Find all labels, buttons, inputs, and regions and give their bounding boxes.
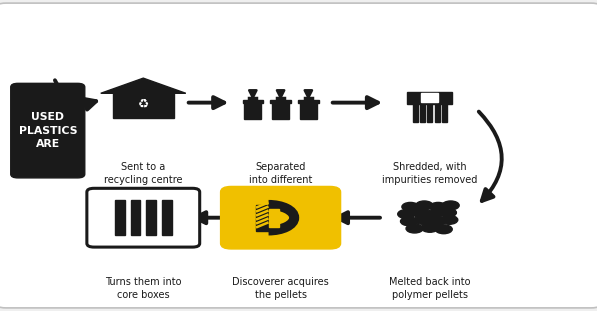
FancyBboxPatch shape: [270, 100, 291, 103]
Text: USED
PLASTICS
ARE: USED PLASTICS ARE: [19, 112, 77, 149]
FancyBboxPatch shape: [421, 93, 438, 102]
Circle shape: [401, 217, 417, 226]
Text: Turns them into
core boxes: Turns them into core boxes: [105, 277, 181, 299]
FancyBboxPatch shape: [220, 187, 340, 249]
Circle shape: [435, 225, 453, 234]
Text: Sent to a
recycling centre: Sent to a recycling centre: [104, 162, 183, 184]
FancyBboxPatch shape: [442, 103, 447, 122]
FancyBboxPatch shape: [242, 100, 263, 103]
Circle shape: [421, 223, 438, 232]
Polygon shape: [101, 78, 186, 93]
FancyBboxPatch shape: [131, 200, 140, 235]
Circle shape: [402, 202, 419, 211]
Circle shape: [414, 216, 432, 224]
Circle shape: [411, 208, 429, 217]
Circle shape: [426, 210, 442, 219]
FancyBboxPatch shape: [0, 3, 597, 308]
Circle shape: [416, 201, 433, 210]
FancyBboxPatch shape: [11, 83, 85, 178]
Text: Discoverer acquires
the pellets: Discoverer acquires the pellets: [232, 277, 329, 299]
Text: ♻: ♻: [138, 97, 149, 110]
Circle shape: [398, 210, 415, 219]
FancyBboxPatch shape: [300, 103, 317, 119]
Circle shape: [430, 202, 447, 211]
FancyBboxPatch shape: [298, 100, 319, 103]
Circle shape: [439, 208, 456, 217]
FancyBboxPatch shape: [115, 200, 125, 235]
FancyBboxPatch shape: [427, 103, 432, 122]
FancyBboxPatch shape: [269, 209, 279, 226]
Text: Melted back into
polymer pellets: Melted back into polymer pellets: [389, 277, 470, 299]
FancyBboxPatch shape: [407, 92, 453, 104]
FancyBboxPatch shape: [413, 103, 417, 122]
FancyBboxPatch shape: [256, 205, 269, 230]
FancyArrowPatch shape: [479, 112, 501, 201]
FancyBboxPatch shape: [146, 200, 156, 235]
Circle shape: [406, 224, 423, 233]
Circle shape: [428, 217, 445, 226]
FancyArrowPatch shape: [55, 80, 96, 109]
FancyBboxPatch shape: [162, 200, 172, 235]
Circle shape: [442, 201, 459, 210]
FancyBboxPatch shape: [113, 93, 174, 118]
FancyBboxPatch shape: [244, 103, 261, 119]
Circle shape: [441, 216, 458, 224]
Text: Shredded, with
impurities removed: Shredded, with impurities removed: [382, 162, 478, 184]
FancyBboxPatch shape: [435, 103, 439, 122]
FancyBboxPatch shape: [87, 188, 199, 247]
FancyBboxPatch shape: [272, 103, 289, 119]
FancyBboxPatch shape: [420, 103, 425, 122]
Text: Separated
into different
polymer types: Separated into different polymer types: [245, 162, 316, 197]
